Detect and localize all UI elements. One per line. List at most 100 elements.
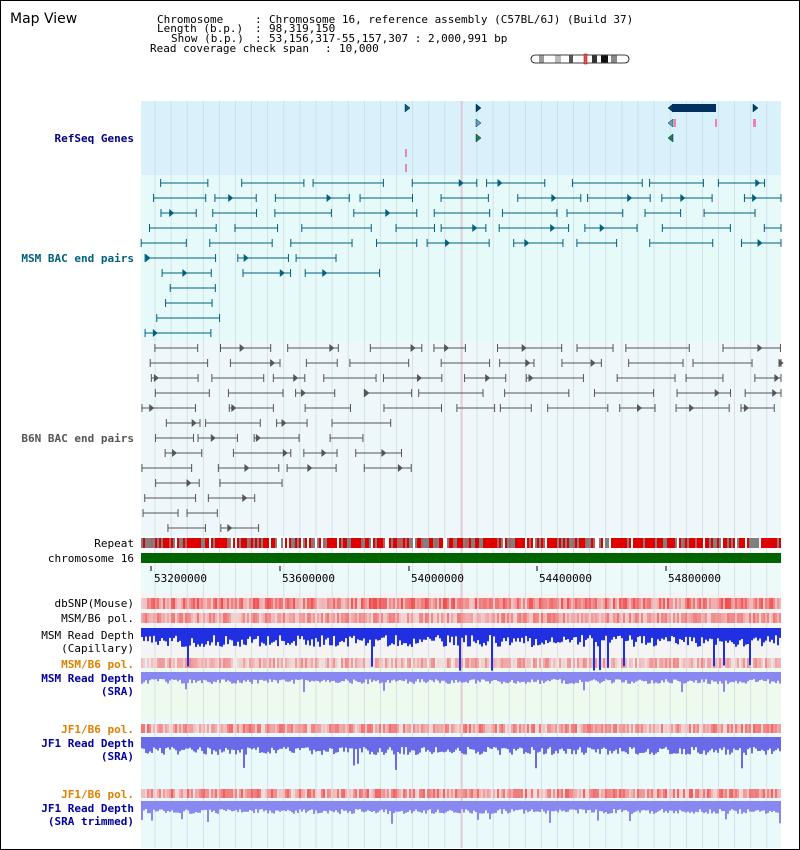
depth-bar [247,672,249,680]
depth-bar [145,801,147,810]
heat-mark [225,724,227,733]
repeat-mark [447,538,449,548]
depth-bar [753,737,755,748]
depth-bar [735,737,737,751]
heat-mark [725,613,727,623]
heat-mark [197,598,199,609]
depth-bar [517,628,519,639]
depth-bar [391,801,393,824]
repeat-mark [393,538,395,548]
depth-bar [367,628,369,644]
heat-mark [727,613,729,623]
repeat-mark [231,538,233,548]
depth-bar [483,672,485,680]
depth-bar [199,801,201,813]
depth-bar [197,801,199,813]
heat-mark [761,658,763,668]
heat-mark [735,658,737,668]
heat-mark [741,724,743,733]
heat-mark [393,598,395,609]
heat-mark [779,724,781,733]
depth-bar [141,737,143,749]
heat-mark [589,598,591,609]
heat-mark [401,658,403,668]
depth-bar [199,628,201,647]
track-label-msm-bac[interactable]: MSM BAC end pairs [21,252,134,265]
repeat-mark [513,538,515,548]
depth-bar [605,801,607,813]
heat-mark [165,658,167,668]
depth-bar [203,672,205,680]
depth-bar [659,737,661,749]
heat-mark [743,789,745,798]
depth-bar [149,628,151,637]
heat-mark [455,724,457,733]
heat-mark [515,613,517,623]
heat-mark [255,789,257,798]
depth-bar [635,672,637,682]
heat-mark [635,724,637,733]
heat-mark [591,598,593,609]
heat-mark [737,789,739,798]
depth-bar [643,801,645,810]
chromosome-ideogram[interactable] [529,53,631,65]
heat-mark [187,613,189,623]
gene-mark [667,133,674,143]
depth-bar [653,628,655,647]
heat-mark [257,724,259,733]
depth-bar [713,628,715,667]
heat-mark [553,724,555,733]
heat-mark [191,658,193,668]
heat-mark [691,613,693,623]
depth-bar [719,801,721,810]
heat-mark [479,658,481,668]
depth-bar [349,628,351,637]
heat-mark [721,613,723,623]
repeat-mark [271,538,273,548]
bac-end [521,344,527,352]
heat-mark [249,724,251,733]
heat-mark [263,658,265,668]
repeat-mark [673,538,675,548]
heat-mark [577,724,579,733]
heat-mark [553,613,555,623]
depth-bar [505,737,507,749]
heat-mark [385,598,387,609]
depth-bar [623,801,625,811]
track-label-refseq[interactable]: RefSeq Genes [54,132,134,145]
heat-mark [539,613,541,623]
heat-mark [511,724,513,733]
depth-bar [347,801,349,813]
heat-mark [499,613,501,623]
track-label-b6n-bac[interactable]: B6N BAC end pairs [21,432,134,445]
depth-bar [437,737,439,753]
heat-mark [233,658,235,668]
depth-bar [451,628,453,637]
repeat-mark [563,538,565,548]
depth-bar [745,737,747,755]
depth-bar [371,628,373,667]
heat-mark [555,789,557,798]
depth-bar [681,672,683,693]
heat-mark [713,724,715,733]
heat-mark [639,658,641,668]
depth-bar [659,672,661,684]
depth-bar [553,801,555,812]
heat-mark [595,789,597,798]
heat-mark [163,598,165,609]
heat-mark [143,598,145,609]
depth-bar [279,737,281,749]
depth-bar [233,801,235,812]
heat-mark [481,658,483,668]
depth-bar [723,801,725,811]
heat-mark [323,724,325,733]
heat-mark [317,724,319,733]
depth-bar [533,801,535,813]
depth-bar [405,801,407,813]
heat-mark [155,658,157,668]
heat-mark [607,789,609,798]
repeat-mark [503,538,505,548]
heat-mark [357,789,359,798]
bac-end [282,449,288,457]
heat-mark [303,724,305,733]
